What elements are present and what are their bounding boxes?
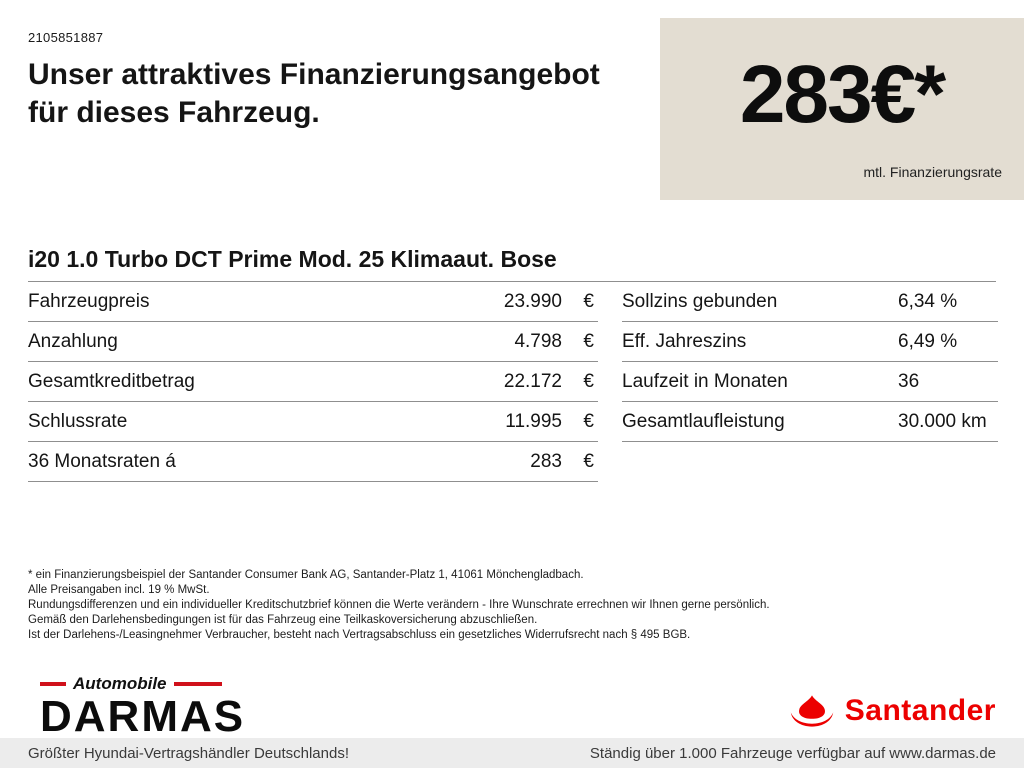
table-row: Schlussrate 11.995 € xyxy=(28,402,598,442)
table-row: Gesamtlaufleistung 30.000 km xyxy=(622,402,998,442)
darmas-automobile-label: Automobile xyxy=(73,674,167,693)
santander-wordmark: Santander xyxy=(844,694,996,727)
disclaimer-line: Alle Preisangaben incl. 19 % MwSt. xyxy=(28,584,210,596)
bottom-bar-left-text: Größter Hyundai-Vertragshändler Deutschl… xyxy=(28,744,349,762)
row-value: 23.990 xyxy=(503,290,562,312)
table-row: Fahrzeugpreis 23.990 € xyxy=(28,282,598,322)
disclaimer-line: * ein Finanzierungsbeispiel der Santande… xyxy=(28,569,584,581)
santander-flame-icon xyxy=(790,695,834,727)
row-value: 11.995 xyxy=(505,410,562,432)
title-divider xyxy=(28,281,996,282)
page-title: Unser attraktives Finanzierungsangebot f… xyxy=(28,56,658,132)
row-label: Fahrzeugpreis xyxy=(28,290,150,312)
disclaimer-block: * ein Finanzierungsbeispiel der Santande… xyxy=(28,568,770,643)
row-label: Laufzeit in Monaten xyxy=(622,370,788,392)
table-row: Eff. Jahreszins 6,49 % xyxy=(622,322,998,362)
darmas-red-line-icon xyxy=(173,682,222,686)
bottom-bar-right-text: Ständig über 1.000 Fahrzeuge verfügbar a… xyxy=(589,744,996,762)
table-row: Sollzins gebunden 6,34 % xyxy=(622,282,998,322)
monthly-rate-caption: mtl. Finanzierungsrate xyxy=(863,164,1002,180)
row-unit: € xyxy=(583,410,594,432)
disclaimer-line: Gemäß den Darlehensbedingungen ist für d… xyxy=(28,614,538,626)
page-title-line2: für dieses Fahrzeug. xyxy=(28,96,320,129)
disclaimer-line: Rundungsdifferenzen und ein individuelle… xyxy=(28,599,770,611)
disclaimer-line: Ist der Darlehens-/Leasingnehmer Verbrau… xyxy=(28,629,691,641)
bottom-bar: Größter Hyundai-Vertragshändler Deutschl… xyxy=(0,738,1024,768)
table-row: 36 Monatsraten á 283 € xyxy=(28,442,598,482)
row-value: 6,34 % xyxy=(898,290,958,312)
row-label: Eff. Jahreszins xyxy=(622,330,747,352)
monthly-rate-box: 283€* mtl. Finanzierungsrate xyxy=(660,18,1024,200)
row-value: 22.172 xyxy=(503,370,562,392)
darmas-red-dash-icon xyxy=(40,682,66,686)
row-label: 36 Monatsraten á xyxy=(28,450,176,472)
row-value: 4.798 xyxy=(514,330,562,352)
row-label: Schlussrate xyxy=(28,410,128,432)
row-value: 283 xyxy=(530,450,562,472)
row-label: Sollzins gebunden xyxy=(622,290,778,312)
finance-table-left: Fahrzeugpreis 23.990 € Anzahlung 4.798 €… xyxy=(28,282,598,482)
table-row: Laufzeit in Monaten 36 xyxy=(622,362,998,402)
row-unit: € xyxy=(583,370,594,392)
offer-id: 2105851887 xyxy=(28,30,104,45)
row-value: 6,49 % xyxy=(898,330,958,352)
row-unit: € xyxy=(583,450,594,472)
row-value: 36 xyxy=(898,370,920,392)
table-row: Gesamtkreditbetrag 22.172 € xyxy=(28,362,598,402)
darmas-wordmark: DARMAS xyxy=(40,692,246,741)
row-unit: € xyxy=(583,290,594,312)
row-unit: € xyxy=(583,330,594,352)
finance-table-right: Sollzins gebunden 6,34 % Eff. Jahreszins… xyxy=(622,282,998,442)
darmas-logo: Automobile DARMAS xyxy=(40,674,245,740)
darmas-logo-top: Automobile xyxy=(40,674,245,694)
row-value: 30.000 km xyxy=(898,410,987,432)
table-row: Anzahlung 4.798 € xyxy=(28,322,598,362)
row-label: Gesamtlaufleistung xyxy=(622,410,785,432)
row-label: Gesamtkreditbetrag xyxy=(28,370,195,392)
row-label: Anzahlung xyxy=(28,330,118,352)
vehicle-title: i20 1.0 Turbo DCT Prime Mod. 25 Klimaaut… xyxy=(28,246,557,272)
page-title-line1: Unser attraktives Finanzierungsangebot xyxy=(28,58,600,91)
santander-logo: Santander xyxy=(789,694,996,728)
monthly-rate-value: 283€* xyxy=(739,49,946,140)
